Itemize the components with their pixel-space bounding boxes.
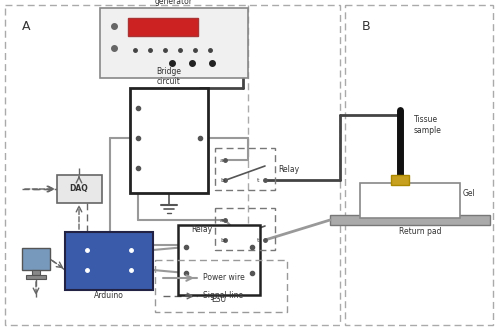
Bar <box>330 215 490 225</box>
Bar <box>32 270 40 275</box>
Text: b: b <box>220 178 224 182</box>
Bar <box>215 208 275 250</box>
Text: Signal line: Signal line <box>203 291 243 301</box>
Bar <box>360 183 460 218</box>
Text: B: B <box>362 20 370 33</box>
Bar <box>178 225 260 295</box>
Text: Tissue
sample: Tissue sample <box>414 115 442 135</box>
Bar <box>391 175 409 185</box>
Text: Return pad: Return pad <box>399 226 442 236</box>
Text: Function
generator: Function generator <box>155 0 193 6</box>
Bar <box>57 175 102 203</box>
Text: t: t <box>257 238 260 243</box>
Text: t: t <box>257 178 260 182</box>
Text: Gel: Gel <box>463 188 476 197</box>
Text: Arduino: Arduino <box>94 290 124 300</box>
Bar <box>22 248 50 270</box>
Bar <box>130 88 208 193</box>
Bar <box>5 5 340 325</box>
Bar <box>155 260 287 312</box>
Text: Bridge
circuit: Bridge circuit <box>156 67 182 86</box>
Text: Relay: Relay <box>278 164 299 174</box>
Bar <box>26 275 46 279</box>
Bar <box>128 18 198 36</box>
Text: a: a <box>220 217 224 222</box>
Bar <box>215 148 275 190</box>
Text: b: b <box>220 238 224 243</box>
Text: DAQ: DAQ <box>70 184 88 193</box>
Text: Power wire: Power wire <box>203 274 245 282</box>
Bar <box>345 5 493 325</box>
Bar <box>100 8 248 78</box>
Bar <box>65 232 153 290</box>
Text: a: a <box>220 157 224 162</box>
Text: A: A <box>22 20 30 33</box>
Text: ESU: ESU <box>212 295 226 305</box>
Text: Relay: Relay <box>191 224 212 234</box>
